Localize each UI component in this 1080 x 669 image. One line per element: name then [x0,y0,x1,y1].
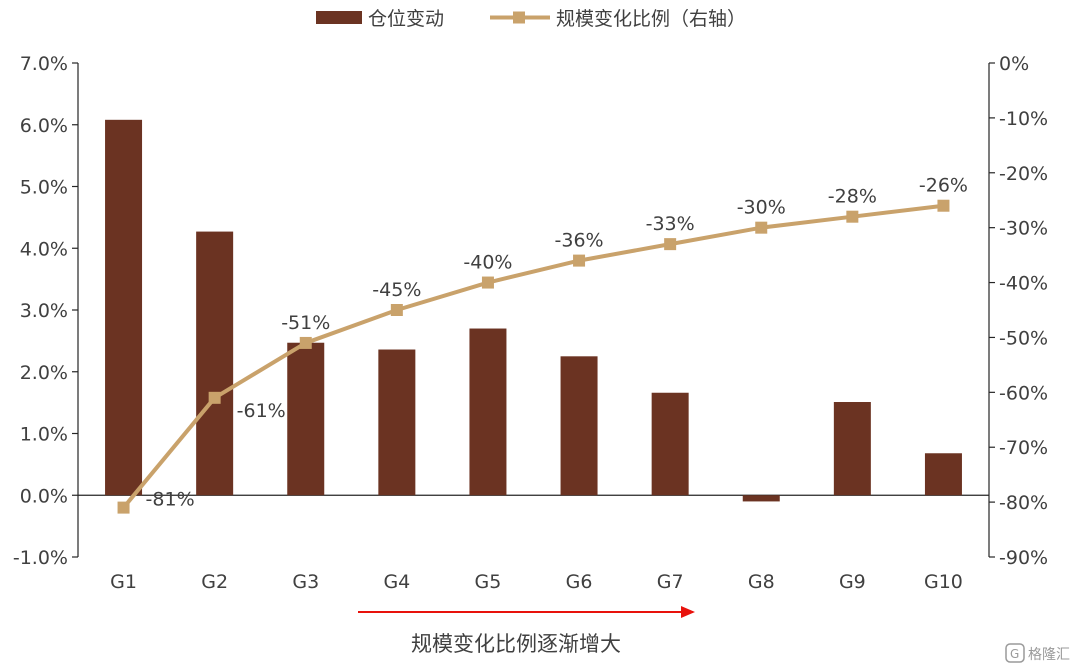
right-tick-label: -90% [999,547,1048,569]
bar [378,349,416,496]
line-data-label: -26% [919,175,968,197]
bar [469,328,507,496]
x-tick-label: G10 [924,571,963,593]
x-tick-label: G8 [748,571,775,593]
left-axis: -1.0% 0.0% 1.0% 2.0% 3.0% 4.0% 5.0% 6.0% 7.0% [13,53,79,569]
bar [287,342,325,496]
line-series [117,199,950,514]
right-tick-label: -10% [999,108,1048,130]
left-tick-label: 4.0% [20,238,68,260]
line-data-label: -28% [828,186,877,208]
line-data-label: -36% [555,230,604,252]
line-data-label: -51% [281,312,330,334]
x-tick-label: G1 [110,571,137,593]
right-tick-label: -60% [999,382,1048,404]
line-data-label: -33% [646,213,695,235]
x-tick-label: G2 [201,571,228,593]
right-tick-label: -70% [999,437,1048,459]
line-marker [208,391,221,404]
right-axis: 0% -10% -20% -30% -40% -50% -60% -70% -80% -90% [988,53,1048,569]
line-marker [937,199,950,212]
line-marker [299,336,312,349]
line-marker [664,238,677,251]
left-tick-label: 5.0% [20,177,68,199]
line-path [122,203,944,509]
x-tick-label: G3 [292,571,319,593]
line-data-label: -45% [372,279,421,301]
left-tick-label: 3.0% [20,300,68,322]
right-tick-label: -20% [999,163,1048,185]
watermark-logo-icon [1005,643,1025,663]
bar [833,402,871,496]
bar [560,356,598,496]
x-tick-label: G5 [475,571,502,593]
line-marker [846,210,859,223]
legend-bar-swatch [316,11,362,24]
x-tick-label: G4 [383,571,410,593]
right-tick-label: -50% [999,327,1048,349]
x-axis: G1 G2 G3 G4 G5 G6 G7 G8 G9 G10 [78,494,989,593]
bar-series [105,119,962,502]
line-marker [573,254,586,267]
bar [742,495,780,502]
line-marker [481,276,494,289]
line-data-label: -81% [146,489,195,511]
left-tick-label: 1.0% [20,424,68,446]
right-tick-label: -30% [999,218,1048,240]
line-marker [755,221,768,234]
left-tick-label: 7.0% [20,53,68,75]
legend-line-marker [513,11,525,24]
line-data-label: -30% [737,197,786,219]
right-tick-label: -40% [999,273,1048,295]
x-tick-label: G9 [839,571,866,593]
right-tick-label: -80% [999,492,1048,514]
bar [105,119,143,496]
line-data-label: -61% [237,400,286,422]
watermark-text: 格隆汇 [1028,647,1070,663]
bar [196,231,234,496]
left-tick-label: 6.0% [20,115,68,137]
line-marker [390,304,403,316]
line-data-labels: -81% -61% -51% -45% -40% -36% -33% -30% -28% -26% [146,175,968,511]
legend: 仓位变动 规模变化比例（右轴） [316,8,746,30]
bar [651,392,689,496]
line-data-label: -40% [463,252,512,274]
left-tick-label: 2.0% [20,362,68,384]
watermark: G 格隆汇 [1005,643,1070,663]
right-tick-label: 0% [999,53,1029,75]
legend-line-label: 规模变化比例（右轴） [556,8,746,30]
line-marker [117,501,130,514]
bar [924,453,962,496]
svg-text:G: G [1010,647,1019,661]
legend-bar-label: 仓位变动 [368,8,444,30]
trend-caption: 规模变化比例逐渐增大 [411,632,621,656]
left-tick-label: 0.0% [20,485,68,507]
left-tick-label: -1.0% [13,547,68,569]
x-tick-label: G6 [566,571,593,593]
x-tick-label: G7 [657,571,684,593]
